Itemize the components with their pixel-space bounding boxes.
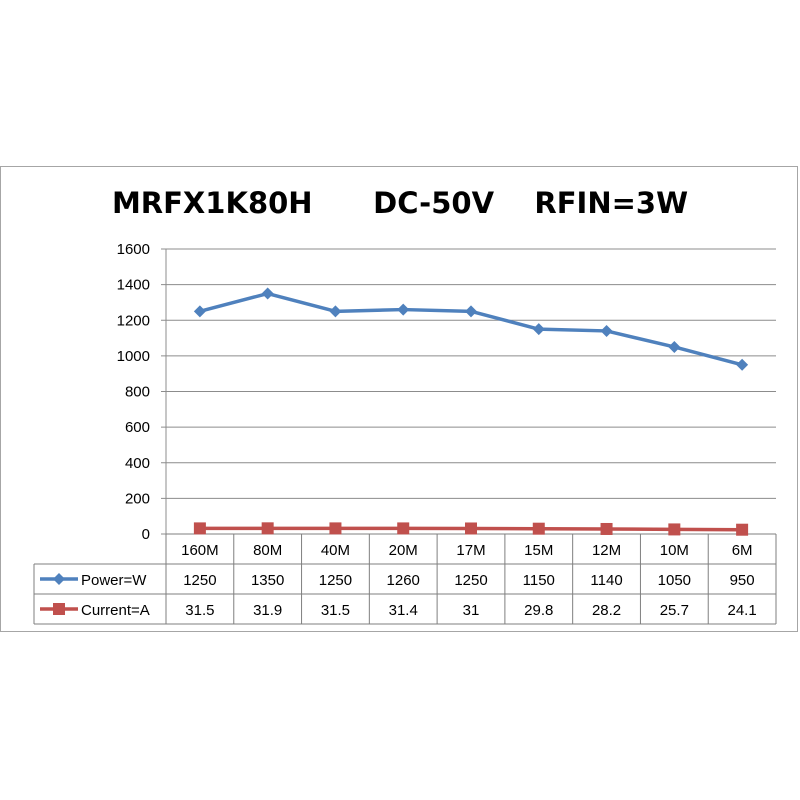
data-value-label: 31.9 xyxy=(253,602,282,619)
data-point xyxy=(193,522,206,535)
y-tick-label: 0 xyxy=(142,526,150,543)
data-value-label: 1260 xyxy=(387,572,420,589)
y-tick-label: 1400 xyxy=(117,277,150,294)
data-value-label: 1250 xyxy=(319,572,352,589)
category-label: 10M xyxy=(660,542,689,559)
data-value-label: 1050 xyxy=(658,572,691,589)
data-point xyxy=(465,305,477,318)
data-value-label: 1140 xyxy=(590,572,622,589)
category-label: 40M xyxy=(321,542,350,559)
legend-marker-1 xyxy=(53,603,65,615)
data-point xyxy=(532,522,545,535)
y-tick-label: 1000 xyxy=(117,348,150,365)
data-value-label: 31.4 xyxy=(389,602,418,619)
data-point xyxy=(397,522,410,535)
chart-title: MRFX1K80H DC-50V RFIN=3W xyxy=(111,186,689,220)
data-value-label: 950 xyxy=(730,572,755,589)
data-value-label: 1250 xyxy=(454,572,487,589)
legend-label: Current=A xyxy=(81,602,150,619)
category-label: 15M xyxy=(524,542,553,559)
data-value-label: 29.8 xyxy=(524,602,553,619)
data-value-label: 1250 xyxy=(183,572,216,589)
y-tick-label: 1600 xyxy=(117,241,150,258)
series-line-0 xyxy=(199,291,743,367)
data-point xyxy=(397,303,410,316)
data-point xyxy=(600,522,613,535)
category-label: 80M xyxy=(253,542,282,559)
category-label: 160M xyxy=(181,542,219,559)
data-value-label: 1350 xyxy=(251,572,284,589)
data-point xyxy=(193,305,206,318)
data-point xyxy=(261,287,274,300)
category-label: 17M xyxy=(456,542,485,559)
data-point xyxy=(532,323,545,336)
y-tick-label: 800 xyxy=(125,384,150,401)
data-point xyxy=(261,522,274,535)
y-tick-label: 1200 xyxy=(117,312,150,329)
data-point xyxy=(736,358,749,371)
data-point xyxy=(465,522,477,535)
data-value-label: 28.2 xyxy=(592,602,621,619)
data-point xyxy=(668,340,681,353)
data-value-label: 24.1 xyxy=(728,602,757,619)
y-tick-label: 400 xyxy=(125,455,150,472)
data-value-label: 1150 xyxy=(523,572,555,589)
legend-marker-0 xyxy=(53,573,65,585)
data-point xyxy=(600,324,613,337)
category-label: 6M xyxy=(732,542,753,559)
data-point xyxy=(736,523,749,536)
data-value-label: 25.7 xyxy=(660,602,689,619)
legend-label: Power=W xyxy=(81,572,147,589)
y-tick-label: 600 xyxy=(125,419,150,436)
data-value-label: 31.5 xyxy=(185,602,214,619)
data-value-label: 31.5 xyxy=(321,602,350,619)
chart-frame xyxy=(0,166,798,632)
data-value-label: 31 xyxy=(463,602,480,619)
category-label: 20M xyxy=(389,542,418,559)
data-point xyxy=(668,523,681,536)
category-label: 12M xyxy=(592,542,621,559)
y-tick-label: 200 xyxy=(125,490,150,507)
data-point xyxy=(329,305,342,318)
data-point xyxy=(329,522,342,535)
